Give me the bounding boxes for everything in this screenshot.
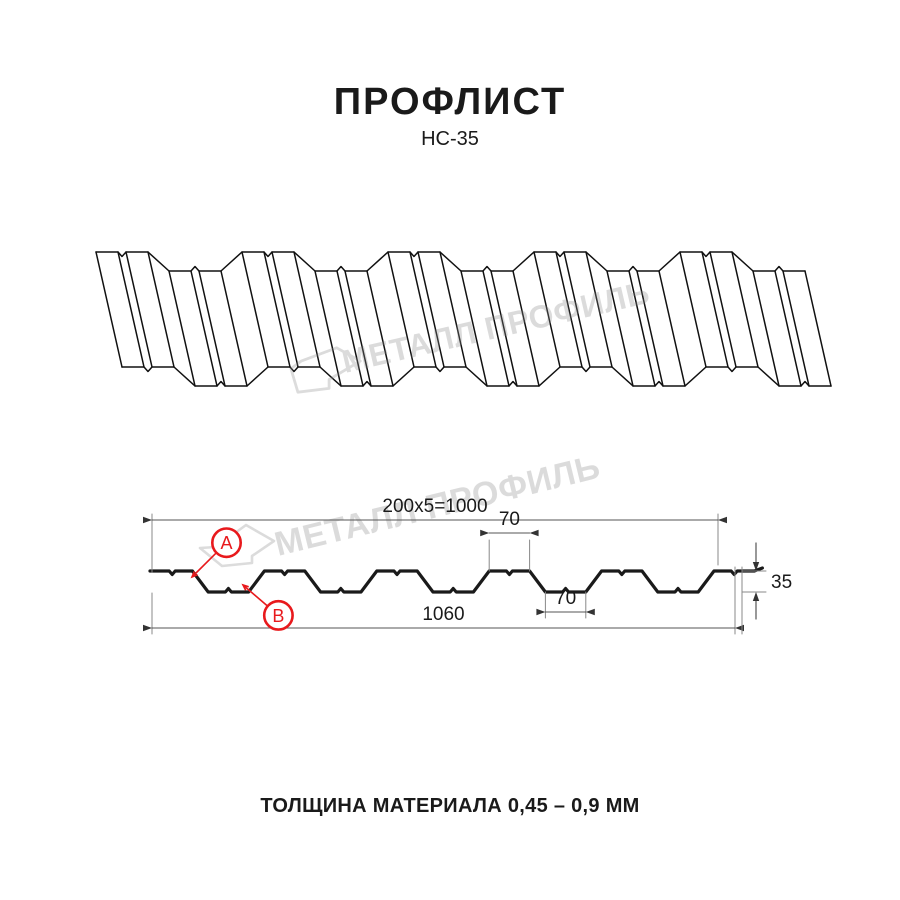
svg-text:A: A [220,533,232,553]
svg-text:200x5=1000: 200x5=1000 [382,496,487,517]
svg-text:B: B [272,606,284,626]
svg-text:35: 35 [771,572,792,593]
svg-text:70: 70 [499,509,520,530]
svg-text:1060: 1060 [422,604,464,625]
svg-text:70: 70 [555,588,576,609]
